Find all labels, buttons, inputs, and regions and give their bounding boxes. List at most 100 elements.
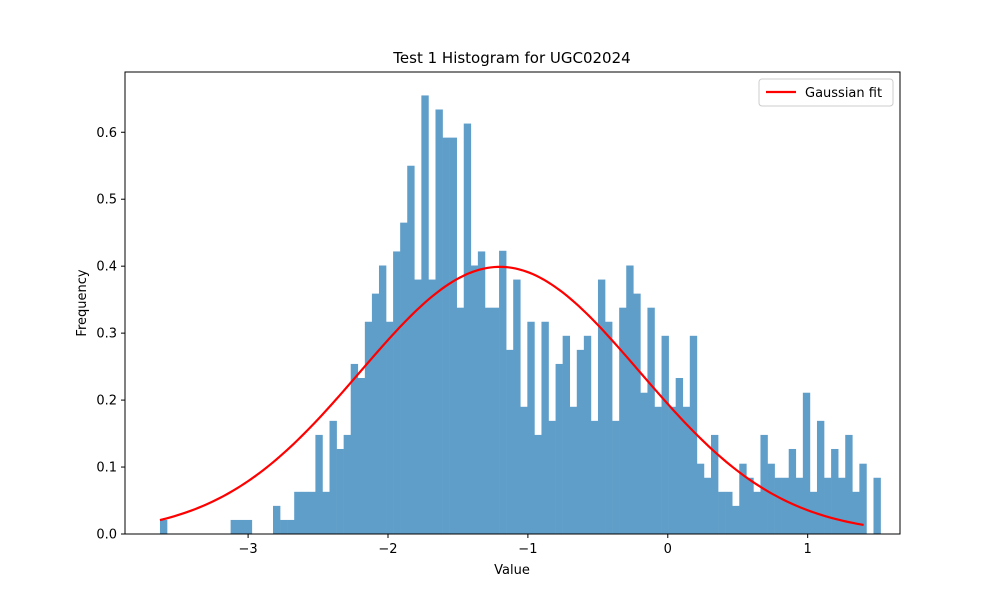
histogram-bar [654, 406, 662, 534]
histogram-bar [364, 321, 373, 534]
gaussian-fit-line [159, 265, 864, 526]
histogram-bar [562, 335, 571, 534]
histogram-bar [329, 420, 337, 534]
histogram-bar [463, 123, 472, 534]
x-tick-label: −3 [239, 542, 258, 557]
y-tick-label: 0.0 [96, 528, 117, 543]
legend-box [758, 78, 894, 107]
histogram-bar [308, 491, 316, 534]
x-axis-ticks: −3 −2 −1 0 1 [239, 534, 812, 557]
histogram-bar [534, 434, 542, 534]
histogram-bar [421, 95, 429, 534]
histogram-bar [484, 307, 493, 534]
histogram-bar [718, 491, 726, 534]
histogram-bar [492, 307, 500, 534]
histogram-bar [703, 477, 712, 534]
histogram-bar [280, 519, 288, 534]
histogram-bar [633, 293, 641, 534]
histogram-bar [859, 463, 867, 534]
histogram-bar [597, 279, 606, 534]
y-tick-label: 0.4 [96, 260, 117, 275]
x-tick-label: −1 [518, 542, 537, 557]
histogram-bar [400, 222, 408, 535]
histogram-bar [449, 137, 457, 535]
histogram-bar [393, 251, 401, 534]
histogram-bar [555, 363, 563, 534]
histogram-bar [590, 420, 599, 534]
histogram-bar [725, 491, 733, 534]
histogram-bar [569, 406, 578, 534]
histogram-bar [852, 491, 860, 534]
histogram-bar [371, 293, 380, 534]
histogram-bar [767, 463, 775, 534]
histogram-bar [343, 434, 352, 534]
legend: Gaussian fit [758, 78, 894, 107]
histogram-bar [357, 377, 366, 534]
histogram-bar [760, 434, 768, 534]
histogram-bar [682, 406, 691, 534]
histogram-bar [711, 434, 719, 534]
histogram-bar [802, 392, 811, 534]
histogram-bar [336, 448, 344, 534]
histogram-bars [159, 95, 881, 535]
y-tick-label: 0.6 [96, 126, 117, 141]
y-tick-label: 0.2 [96, 394, 117, 409]
legend-entry-gaussian-fit: Gaussian fit [805, 86, 882, 101]
histogram-bar [675, 377, 684, 534]
histogram-bar [605, 321, 613, 534]
histogram-bar [527, 321, 535, 534]
histogram-bar [583, 335, 592, 534]
histogram-bar [230, 519, 238, 534]
histogram-bar [513, 279, 521, 534]
histogram-bar [824, 477, 832, 534]
histogram-bar [541, 321, 549, 534]
histogram-bar [845, 434, 853, 534]
histogram-bar [244, 519, 253, 534]
histogram-bar [506, 349, 514, 534]
histogram-bar [414, 279, 422, 534]
histogram-bar [456, 307, 465, 534]
histogram-bar [781, 477, 790, 534]
histogram-bar [831, 448, 839, 534]
histogram-bar [294, 491, 302, 534]
histogram-bar [838, 477, 846, 534]
histogram-bar [619, 307, 627, 534]
histogram-bar [407, 165, 415, 534]
histogram-bar [816, 420, 825, 534]
histogram-bar [647, 307, 655, 534]
histogram-bar [386, 321, 394, 534]
x-tick-label: −2 [378, 542, 397, 557]
histogram-bar [661, 335, 669, 534]
chart-title: Test 1 Histogram for UGC02024 [392, 49, 630, 67]
histogram-bar [301, 491, 309, 534]
histogram-bar [612, 420, 620, 534]
histogram-bar [237, 519, 246, 534]
histogram-bar [287, 519, 295, 534]
histogram-bar [640, 392, 648, 534]
histogram-bar [442, 137, 450, 535]
histogram-bar [159, 519, 168, 534]
histogram-bar [477, 251, 486, 534]
histogram-bar [689, 335, 698, 534]
histogram-bar [499, 250, 507, 534]
histogram-bar [753, 491, 761, 534]
histogram-bar [548, 420, 556, 534]
x-axis-label: Value [494, 563, 530, 578]
histogram-bar [315, 434, 323, 534]
histogram-bar [668, 406, 676, 534]
y-axis-label: Frequency [75, 269, 90, 336]
y-tick-label: 0.3 [96, 327, 117, 342]
histogram-bar [873, 477, 881, 534]
y-tick-label: 0.5 [96, 193, 117, 208]
x-tick-label: 1 [804, 542, 812, 557]
histogram-bar [273, 505, 281, 534]
histogram-bar [470, 265, 479, 534]
histogram-bar [520, 406, 528, 534]
y-tick-label: 0.1 [96, 461, 117, 476]
histogram-bar [322, 491, 330, 534]
histogram-bar [739, 463, 747, 534]
histogram-bar [626, 265, 634, 534]
histogram-bar [774, 477, 782, 534]
histogram-bar [732, 505, 740, 534]
